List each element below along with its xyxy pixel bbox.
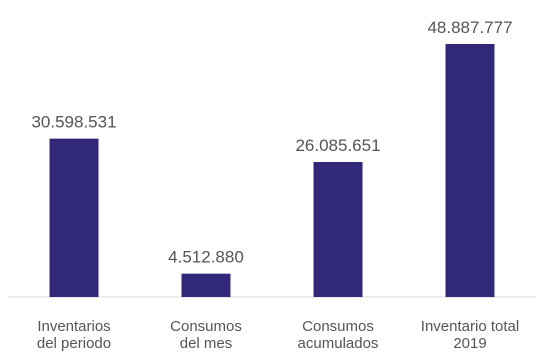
category-label-line: del mes: [180, 335, 233, 352]
category-label-line: 2019: [453, 335, 486, 352]
category-label-4: Inventario total 2019: [421, 318, 519, 352]
category-label-line: Inventarios: [37, 318, 110, 335]
category-label-3: Consumos acumulados: [298, 318, 379, 352]
category-label-line: Consumos: [302, 318, 374, 335]
category-label-line: del periodo: [37, 335, 111, 352]
bar-3: [313, 162, 363, 297]
data-label-1: 30.598.531: [31, 113, 116, 132]
category-label-line: acumulados: [298, 335, 379, 352]
data-label-3: 26.085.651: [295, 136, 380, 155]
bar-1: [49, 138, 99, 297]
category-label-2: Consumos del mes: [170, 318, 242, 352]
data-label-2: 4.512.880: [168, 248, 244, 267]
bar-2: [181, 273, 231, 297]
category-label-line: Consumos: [170, 318, 242, 335]
category-label-1: Inventarios del periodo: [37, 318, 111, 352]
bar-4: [445, 44, 495, 297]
data-label-4: 48.887.777: [427, 18, 512, 37]
category-label-line: Inventario total: [421, 318, 519, 335]
